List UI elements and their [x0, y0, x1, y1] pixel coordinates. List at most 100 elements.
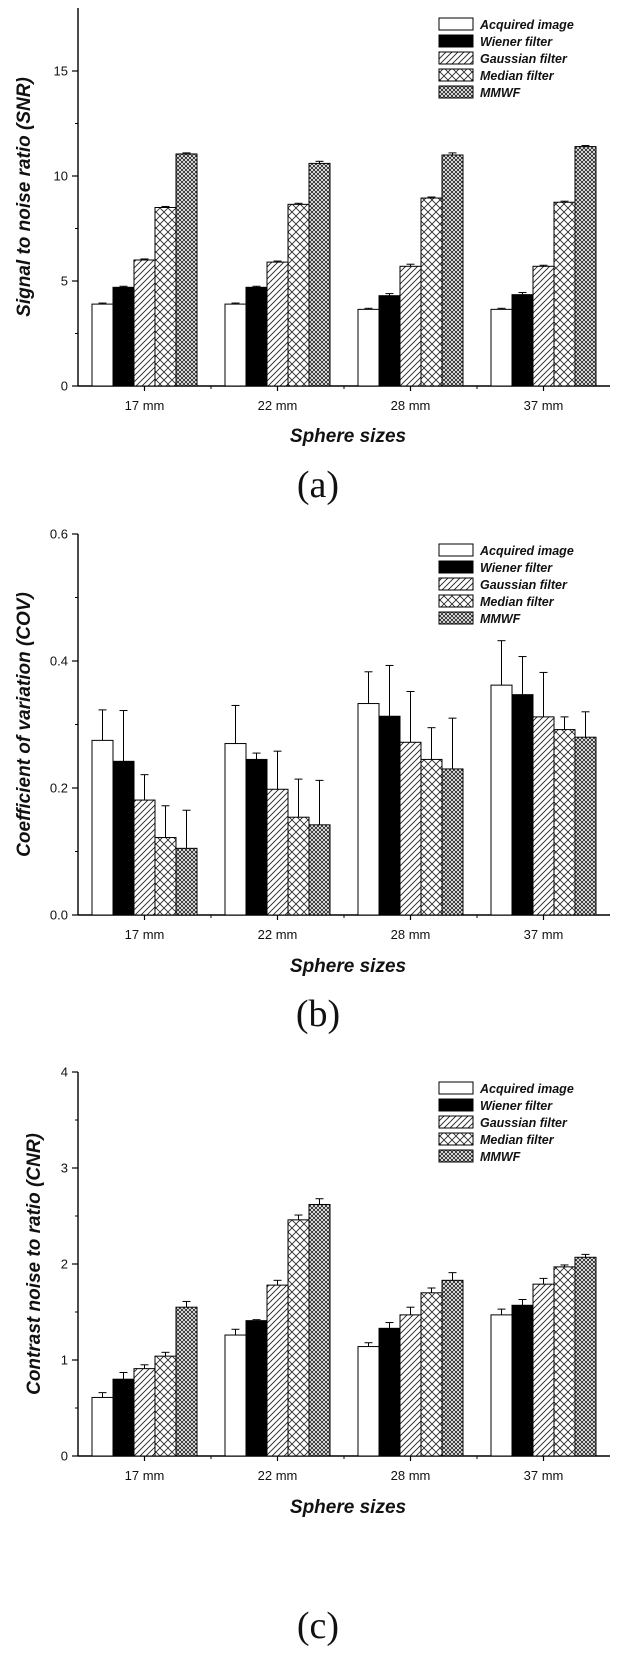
x-tick-label: 28 mm — [391, 398, 431, 413]
bar — [91, 739, 114, 916]
bar — [574, 146, 597, 387]
bar — [441, 154, 464, 387]
legend-swatch — [438, 560, 474, 574]
bar — [420, 197, 443, 387]
bar — [399, 265, 422, 387]
x-tick-label: 37 mm — [524, 927, 564, 942]
bar — [175, 847, 198, 916]
bar — [308, 162, 331, 387]
x-tick-label: 28 mm — [391, 1468, 431, 1483]
legend-swatch — [438, 577, 474, 591]
bar — [511, 294, 534, 387]
x-tick-label: 22 mm — [258, 927, 298, 942]
bar — [224, 303, 247, 387]
panel-label: (c) — [297, 1605, 339, 1647]
bar — [553, 201, 576, 387]
y-tick-label: 4 — [61, 1065, 68, 1080]
legend-swatch — [438, 611, 474, 625]
bar — [175, 153, 198, 387]
legend-label: Acquired image — [479, 1082, 574, 1096]
chart-panel-1: 0 5 10 15 17 mm 22 mm 28 mm 37 mm Acquired image… — [14, 8, 610, 506]
bar — [357, 703, 380, 916]
legend-swatch — [438, 34, 474, 48]
legend-label: MMWF — [480, 1150, 521, 1164]
x-tick-label: 37 mm — [524, 1468, 564, 1483]
y-tick-label: 0.2 — [50, 781, 68, 796]
y-tick-label: 0 — [61, 1449, 68, 1464]
bar — [490, 308, 513, 387]
legend-swatch — [438, 594, 474, 608]
bar — [154, 207, 177, 387]
bar — [308, 1203, 331, 1457]
bar — [266, 788, 289, 916]
legend-label: Acquired image — [479, 18, 574, 32]
bar — [378, 295, 401, 387]
bar — [357, 308, 380, 387]
bar — [245, 1320, 268, 1457]
y-axis-title: Signal to noise ratio (SNR) — [14, 77, 35, 317]
legend-label: Gaussian filter — [480, 1116, 568, 1130]
bar — [553, 1266, 576, 1457]
x-axis-title: Sphere sizes — [290, 426, 406, 447]
x-tick-label: 37 mm — [524, 398, 564, 413]
bar — [511, 694, 534, 916]
legend-label: Median filter — [480, 595, 555, 609]
y-tick-label: 0.6 — [50, 527, 68, 542]
legend-label: Gaussian filter — [480, 578, 568, 592]
legend: Acquired image Wiener filter Gaussian filt… — [438, 1081, 574, 1164]
legend-label: Gaussian filter — [480, 52, 568, 66]
bar — [154, 1355, 177, 1457]
legend-label: Median filter — [480, 1133, 555, 1147]
bar — [553, 729, 576, 916]
x-axis-title: Sphere sizes — [290, 956, 406, 977]
x-tick-label: 17 mm — [125, 927, 165, 942]
y-axis-title: Coefficient of variation (COV) — [14, 592, 35, 857]
bar — [490, 1314, 513, 1457]
bar — [378, 1327, 401, 1457]
legend-label: MMWF — [480, 612, 521, 626]
y-axis-title: Contrast noise to ratio (CNR) — [24, 1133, 45, 1395]
bar — [511, 1304, 534, 1457]
legend-swatch — [438, 51, 474, 65]
legend-swatch — [438, 1132, 474, 1146]
legend-label: MMWF — [480, 86, 521, 100]
y-tick-label: 3 — [61, 1161, 68, 1176]
legend-swatch — [438, 85, 474, 99]
bar — [224, 1334, 247, 1457]
legend-label: Wiener filter — [480, 561, 553, 575]
y-tick-label: 0.4 — [50, 654, 68, 669]
bar — [420, 758, 443, 916]
panel-label: (a) — [297, 464, 339, 506]
bar — [112, 760, 135, 916]
bar — [91, 1396, 114, 1457]
bar — [112, 1378, 135, 1457]
legend-label: Wiener filter — [480, 35, 553, 49]
bar — [112, 286, 135, 387]
bar — [574, 736, 597, 916]
bar — [532, 716, 555, 916]
bar — [133, 799, 156, 916]
bar — [490, 684, 513, 916]
x-tick-label: 22 mm — [258, 398, 298, 413]
y-tick-label: 1 — [61, 1353, 68, 1368]
x-axis-title: Sphere sizes — [290, 1497, 406, 1518]
y-tick-label: 2 — [61, 1257, 68, 1272]
bar — [308, 824, 331, 916]
bar — [154, 837, 177, 916]
bar — [133, 259, 156, 387]
panel-label: (b) — [296, 993, 340, 1035]
y-tick-label: 0.0 — [50, 908, 68, 923]
legend-swatch — [438, 68, 474, 82]
x-tick-label: 28 mm — [391, 927, 431, 942]
bar — [266, 261, 289, 387]
y-tick-label: 0 — [61, 379, 68, 394]
bar — [245, 758, 268, 916]
bar — [420, 1292, 443, 1457]
chart-panel-3: 0 1 2 3 4 17 mm 22 mm 28 mm 37 mm Acquired image W… — [24, 1065, 610, 1647]
legend-swatch — [438, 1149, 474, 1163]
bar — [399, 741, 422, 916]
bar — [245, 286, 268, 387]
bar — [287, 816, 310, 916]
x-tick-label: 22 mm — [258, 1468, 298, 1483]
